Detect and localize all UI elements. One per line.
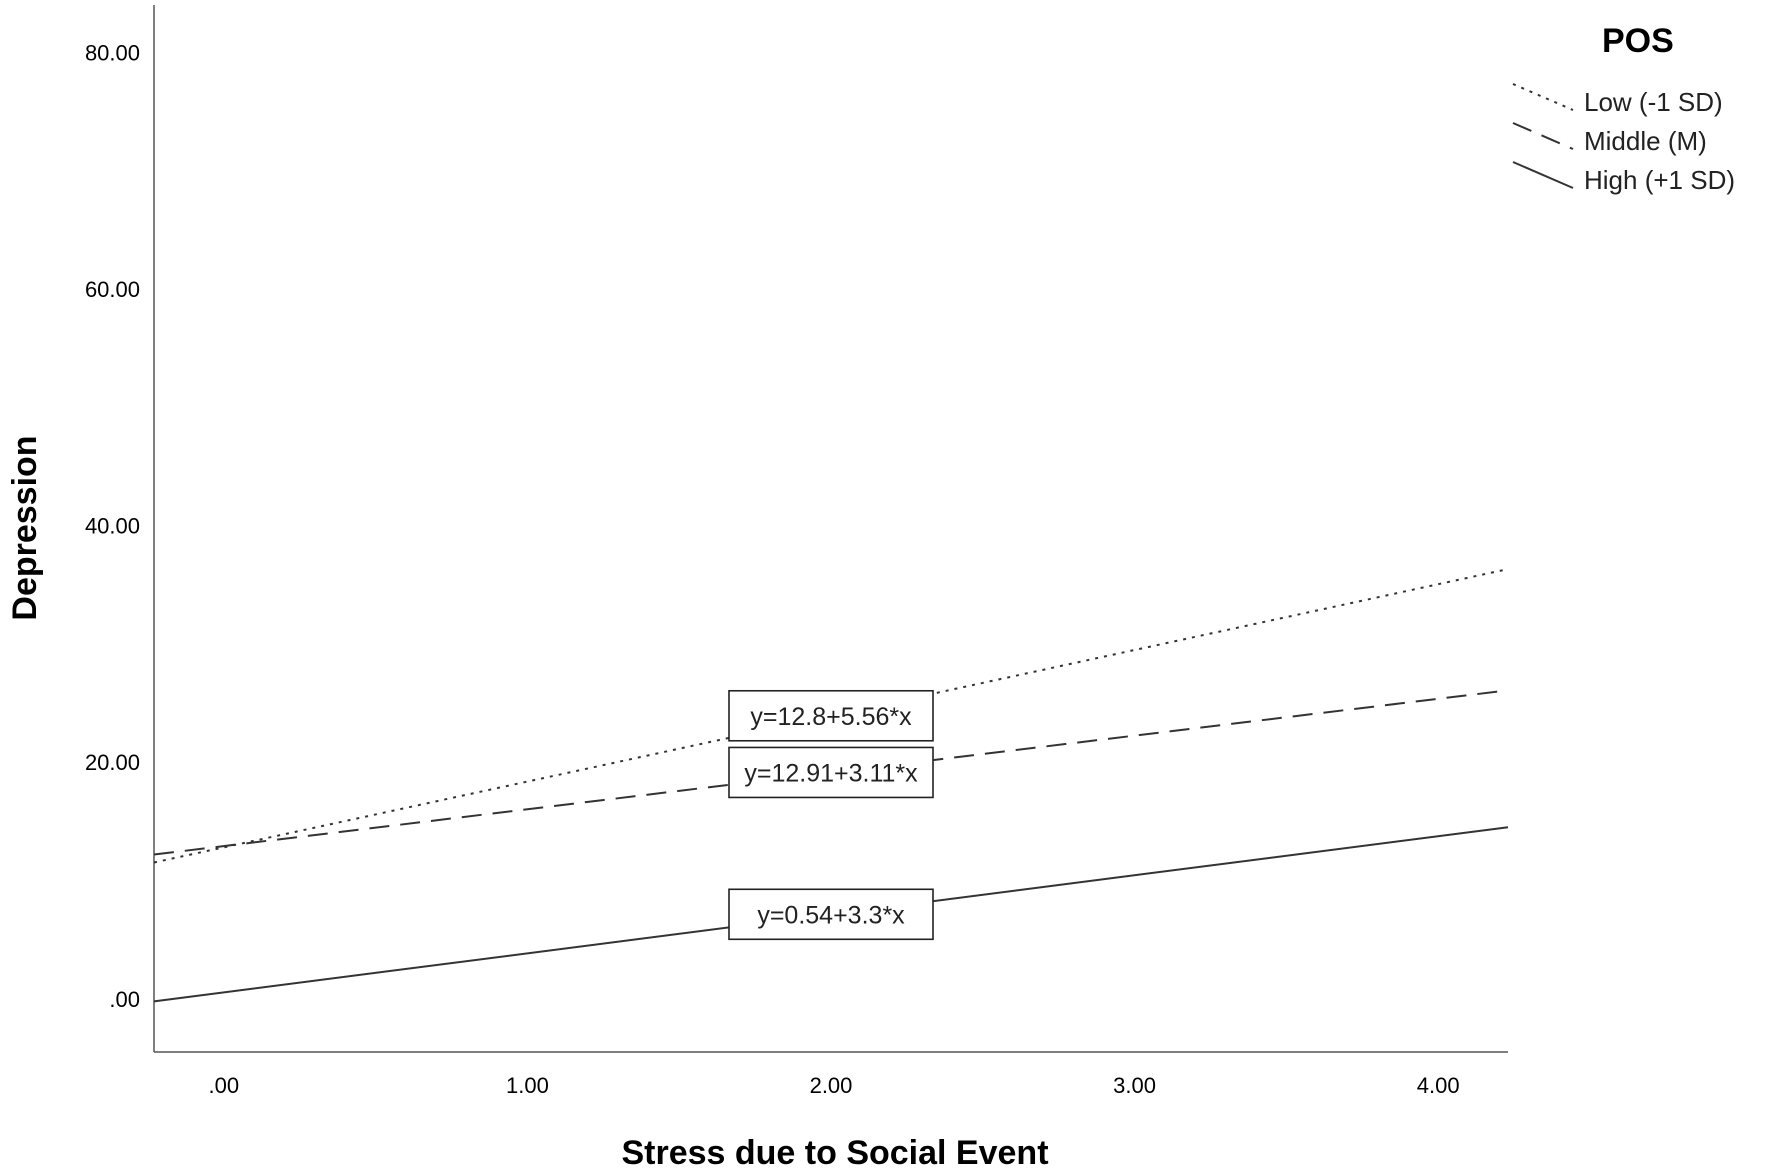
equation-box [728, 888, 934, 941]
equation-text: y=12.8+5.56*x [750, 703, 912, 731]
equation-box [728, 746, 934, 799]
equation-text: y=0.54+3.3*x [757, 901, 905, 929]
legend-label: Middle (M) [1584, 126, 1707, 156]
axes: .00 1.00 2.00 3.00 4.00 .00 20.00 40.00 60.00 80.… [85, 5, 1508, 1098]
legend-title: POS [1602, 22, 1674, 60]
y-tick-label: 60.00 [85, 277, 140, 302]
equation-label-dashed: y=12.91+3.11*x [728, 746, 934, 799]
equation-box [728, 689, 934, 742]
legend: POS Low (-1 SD) Middle (M) High (+1 SD) [1512, 22, 1735, 195]
x-tick-label: 2.00 [810, 1073, 853, 1098]
x-tick-label: 4.00 [1417, 1073, 1460, 1098]
y-axis-title: Depression [6, 435, 44, 620]
legend-swatch-solid [1512, 161, 1574, 189]
equation-label-solid: y=0.54+3.3*x [728, 888, 934, 941]
equation-labels: y=12.8+5.56*x y=12.91+3.11*x y=0.54+3.3*x [728, 689, 934, 941]
y-tick-label: 80.00 [85, 40, 140, 65]
legend-swatch-dashed [1512, 122, 1574, 150]
x-tick-label: 1.00 [506, 1073, 549, 1098]
series-line-dotted [153, 568, 1509, 864]
equation-label-dotted: y=12.8+5.56*x [728, 689, 934, 742]
legend-swatch-dotted [1512, 83, 1574, 111]
legend-label: Low (-1 SD) [1584, 87, 1723, 117]
equation-text: y=12.91+3.11*x [744, 759, 918, 787]
x-tick-label: .00 [209, 1073, 240, 1098]
series-line-dashed [153, 689, 1509, 856]
legend-label: High (+1 SD) [1584, 165, 1735, 195]
x-axis-title: Stress due to Social Event [621, 1134, 1048, 1172]
y-tick-label: 20.00 [85, 750, 140, 775]
y-tick-label: .00 [109, 987, 140, 1012]
y-tick-label: 40.00 [85, 514, 140, 539]
x-tick-label: 3.00 [1113, 1073, 1156, 1098]
